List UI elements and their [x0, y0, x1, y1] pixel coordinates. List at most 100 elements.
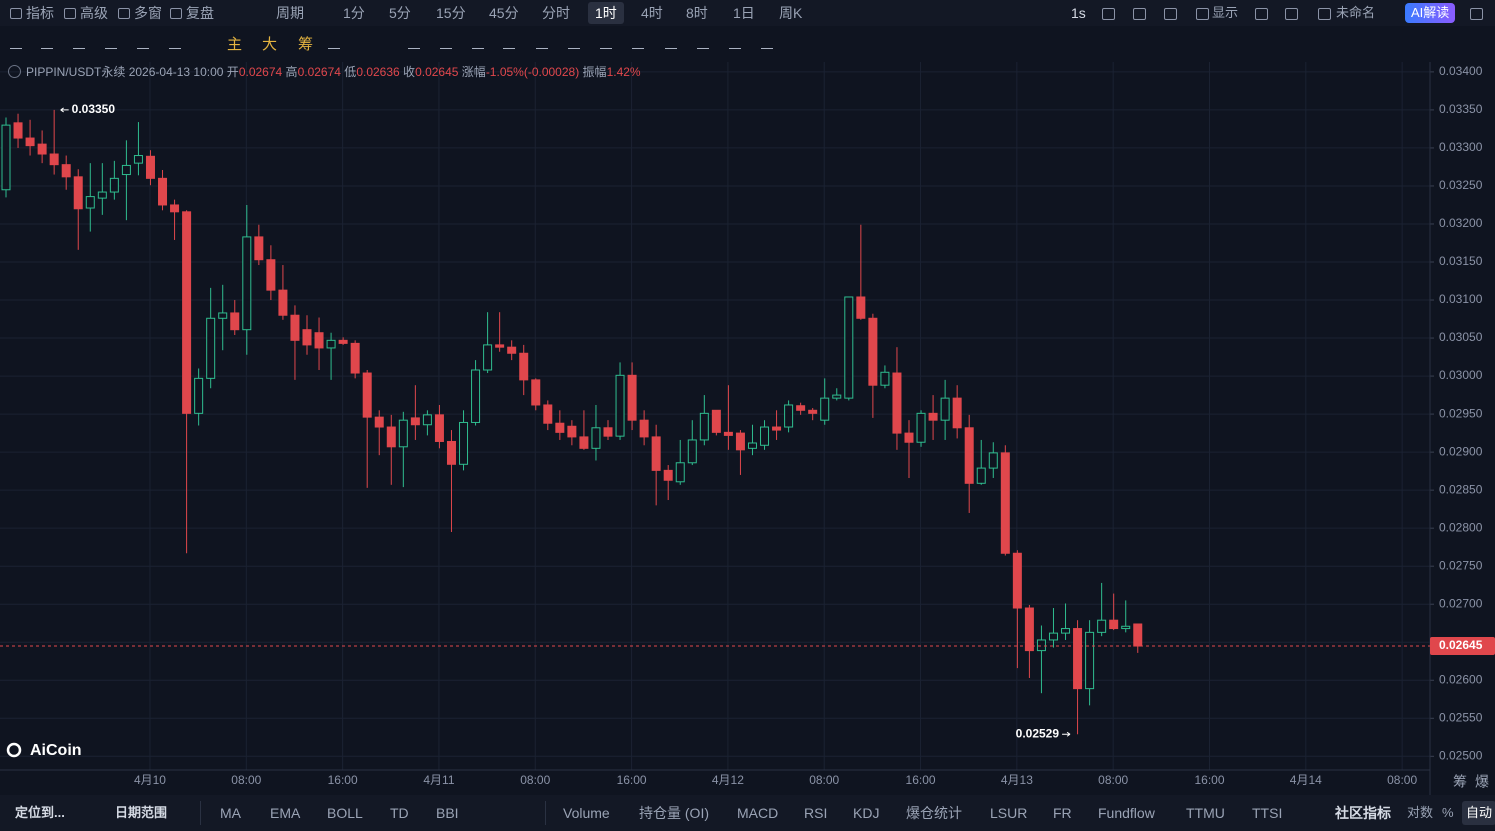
draw-tool[interactable]: [408, 38, 420, 49]
draw-tool[interactable]: [600, 38, 612, 49]
draw-tool[interactable]: [761, 38, 773, 49]
scale-mode[interactable]: 自动: [1462, 801, 1495, 825]
toolbar-icon[interactable]: [170, 8, 182, 19]
high-label: 0.03350: [72, 102, 116, 116]
sub-indicator[interactable]: Volume: [563, 805, 610, 821]
sub-indicator[interactable]: FR: [1053, 805, 1072, 821]
indicator-shortcut[interactable]: 主: [227, 36, 243, 53]
candle-body: [856, 296, 866, 319]
sub-indicator[interactable]: MACD: [737, 805, 779, 821]
x-tick-label: 4月12: [712, 773, 744, 787]
draw-tool[interactable]: [440, 38, 452, 49]
toolbar-right[interactable]: 1s: [1071, 5, 1086, 21]
draw-tool[interactable]: [169, 38, 181, 49]
main-indicator[interactable]: MA: [220, 805, 241, 821]
period-tab[interactable]: 周K: [779, 5, 803, 21]
separator: [545, 801, 546, 825]
draw-tool[interactable]: [137, 38, 149, 49]
candle-body: [880, 371, 890, 386]
candle-body: [687, 439, 697, 464]
candle-body: [772, 426, 782, 431]
draw-tool[interactable]: [73, 38, 85, 49]
main-indicator[interactable]: EMA: [270, 805, 301, 821]
sub-indicator[interactable]: TTSI: [1252, 805, 1283, 821]
top-bar: 周期 AI解读 指标 高级 多窗 复盘 1分 5分 15分 45分 分时 1时 4时 8时 1日 周K 1s…: [0, 0, 1495, 26]
period-tab[interactable]: 1日: [733, 5, 755, 21]
scale-mode[interactable]: 对数: [1407, 805, 1434, 820]
toolbar-icon[interactable]: [1255, 8, 1268, 20]
toolbar-icon[interactable]: [64, 8, 76, 19]
candle-body: [663, 469, 673, 481]
period-tab[interactable]: 15分: [436, 5, 466, 21]
toolbar-icon[interactable]: [1285, 8, 1298, 20]
sub-indicator[interactable]: LSUR: [990, 805, 1028, 821]
draw-tool[interactable]: [472, 38, 484, 49]
candle-body: [796, 405, 806, 411]
draw-tool[interactable]: [568, 38, 580, 49]
toolbar-icon[interactable]: [1318, 8, 1331, 20]
draw-tool[interactable]: [697, 38, 709, 49]
period-tab[interactable]: 分时: [542, 5, 570, 21]
sub-indicator[interactable]: 持仓量 (OI): [639, 805, 709, 821]
date-range[interactable]: 日期范围: [115, 805, 168, 820]
sub-indicator[interactable]: Fundflow: [1098, 805, 1155, 821]
draw-tool[interactable]: [41, 38, 53, 49]
sub-indicator[interactable]: 爆仓统计: [906, 805, 962, 821]
toolbar-right[interactable]: 显示: [1212, 5, 1239, 20]
period-tab[interactable]: 5分: [389, 5, 411, 21]
arrow: [1062, 731, 1071, 737]
scale-mode[interactable]: %: [1442, 805, 1454, 820]
candle-body: [964, 427, 974, 484]
candle-body: [699, 412, 709, 441]
candle-body: [218, 312, 228, 319]
main-indicator[interactable]: TD: [390, 805, 409, 821]
candle-body: [579, 436, 589, 449]
locate-button[interactable]: 定位到...: [15, 805, 65, 820]
toolbar-right[interactable]: 未命名: [1336, 5, 1376, 20]
sub-indicator[interactable]: TTMU: [1186, 805, 1225, 821]
draw-tool[interactable]: [536, 38, 548, 49]
sub-indicator[interactable]: RSI: [804, 805, 828, 821]
main-indicator[interactable]: BBI: [436, 805, 459, 821]
toolbar-item[interactable]: 多窗: [134, 5, 162, 21]
toolbar-item[interactable]: 指标: [26, 5, 54, 21]
period-tab[interactable]: 4时: [641, 5, 663, 21]
draw-tool[interactable]: [665, 38, 677, 49]
candle-body: [37, 143, 47, 155]
candle-body: [1012, 552, 1022, 609]
toolbar-icon[interactable]: [1470, 8, 1483, 20]
period-menu[interactable]: 周期: [276, 5, 304, 21]
indicator-shortcut[interactable]: 筹: [298, 36, 314, 53]
period-tab[interactable]: 1时: [588, 2, 624, 24]
indicator-shortcut[interactable]: 大: [262, 36, 278, 53]
toolbar-icon[interactable]: [1102, 8, 1115, 20]
draw-tool[interactable]: [729, 38, 741, 49]
value: 0.02645: [415, 65, 459, 79]
draw-tool[interactable]: [105, 38, 117, 49]
main-indicator[interactable]: BOLL: [327, 805, 363, 821]
label: 收: [403, 65, 416, 79]
ai-button[interactable]: AI解读: [1405, 3, 1456, 23]
period-tab[interactable]: 1分: [343, 5, 365, 21]
draw-tool[interactable]: [632, 38, 644, 49]
candle-body: [567, 425, 577, 438]
toolbar-icon[interactable]: [1133, 8, 1146, 20]
toolbar-icon[interactable]: [1196, 8, 1209, 20]
toolbar-item[interactable]: 复盘: [186, 5, 214, 21]
community[interactable]: 社区指标: [1335, 805, 1391, 821]
separator: [200, 801, 201, 825]
candle-body: [446, 440, 456, 465]
sub-indicator[interactable]: KDJ: [853, 805, 880, 821]
draw-tool[interactable]: [328, 38, 340, 49]
draw-tool[interactable]: [503, 38, 515, 49]
toolbar-item[interactable]: 高级: [80, 5, 108, 21]
period-tab[interactable]: 45分: [489, 5, 519, 21]
y-tick-label: 0.02750: [1439, 558, 1483, 572]
toolbar-icon[interactable]: [1164, 8, 1177, 20]
candle-body: [314, 332, 324, 349]
toolbar-icon[interactable]: [10, 8, 22, 19]
collapse-icon[interactable]: [8, 65, 21, 78]
period-tab[interactable]: 8时: [686, 5, 708, 21]
draw-tool[interactable]: [10, 38, 22, 49]
toolbar-icon[interactable]: [118, 8, 130, 19]
